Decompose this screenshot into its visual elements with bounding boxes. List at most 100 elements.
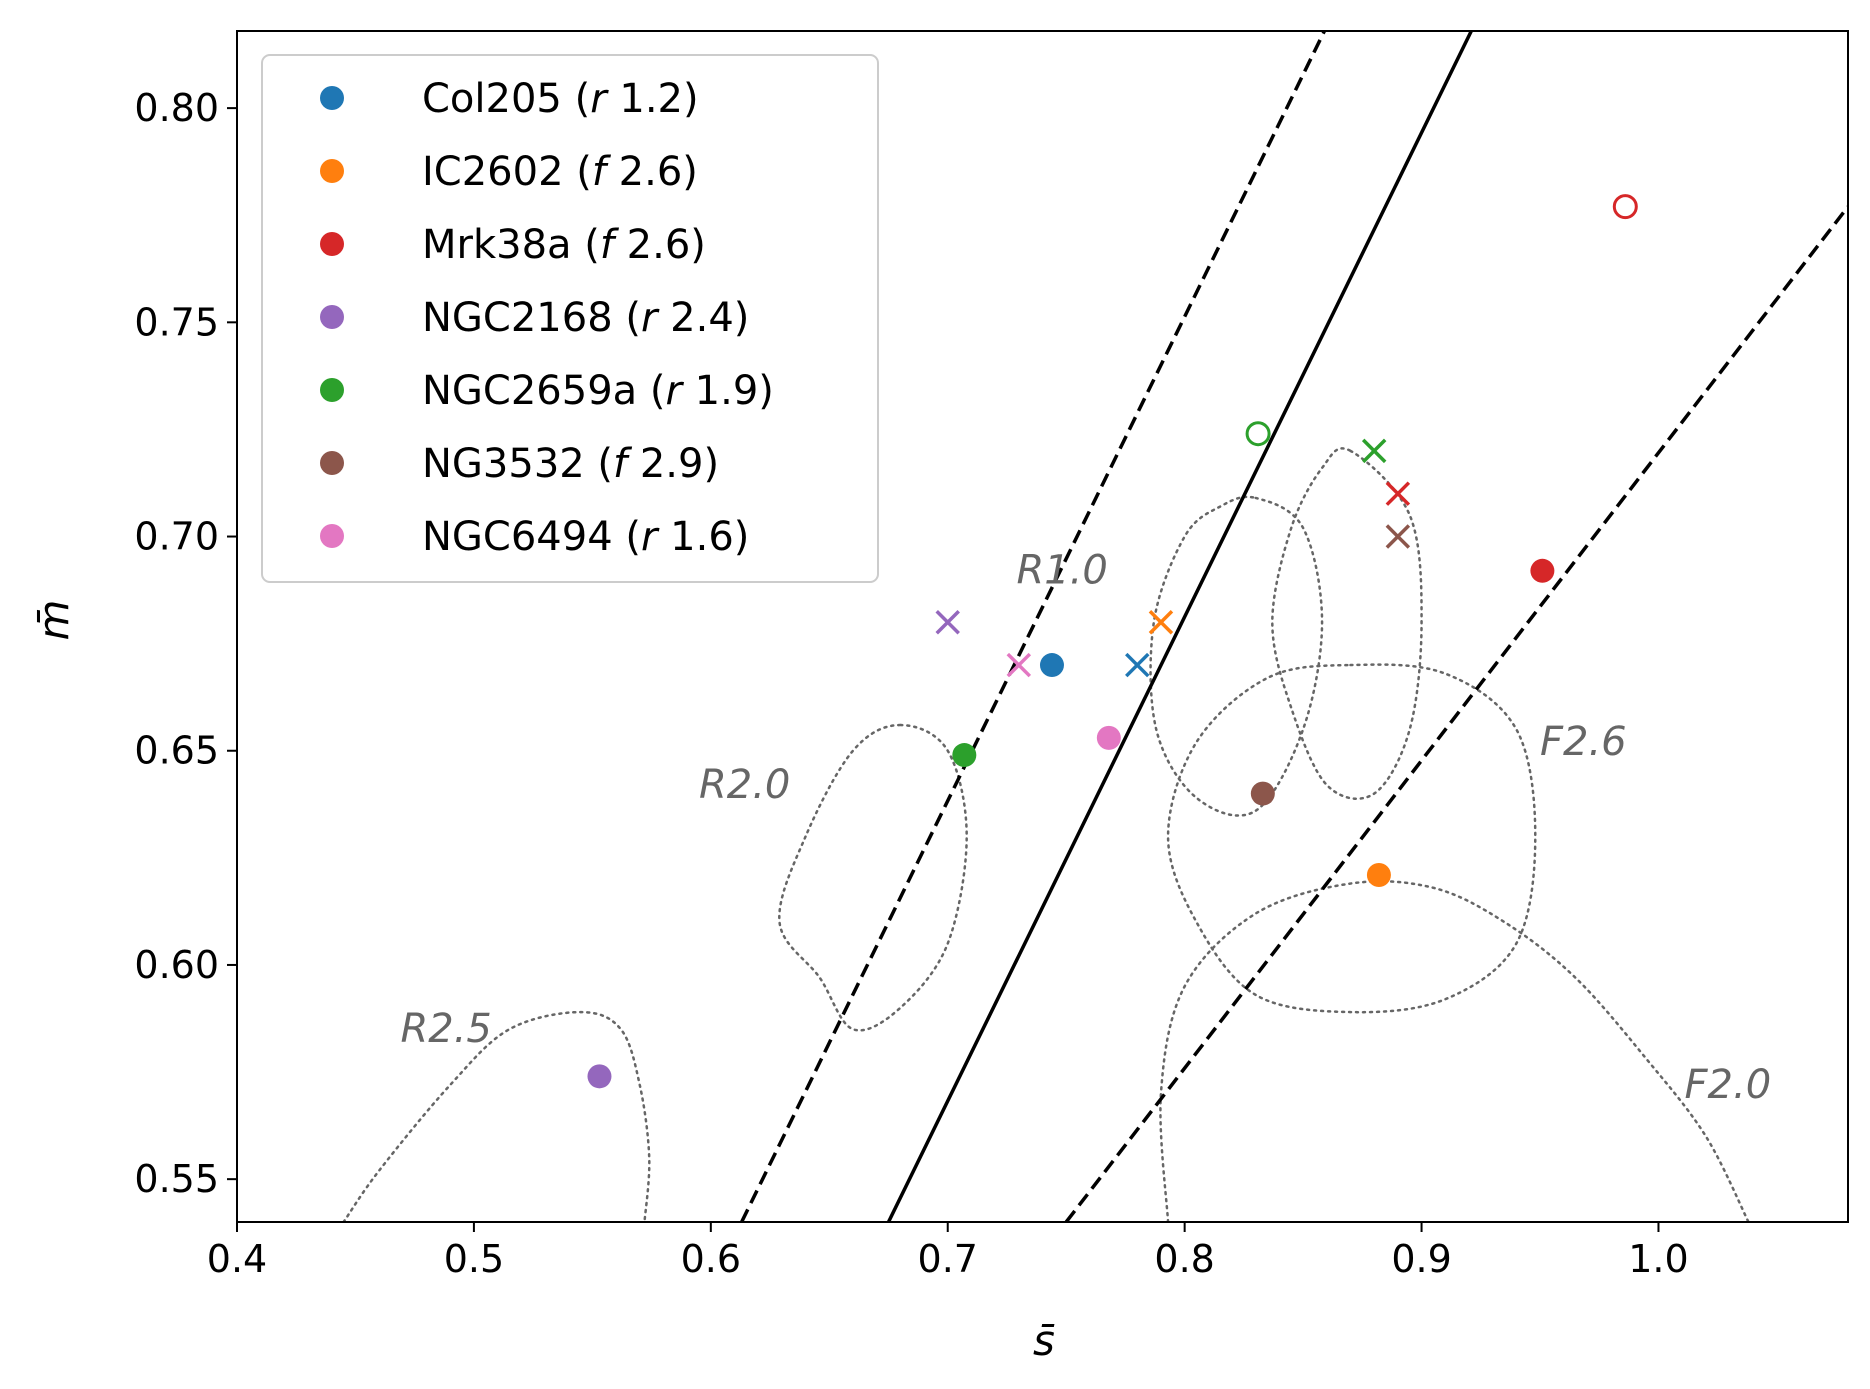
x-axis-ticks: 0.4 0.5 0.6 0.7 0.8 0.9 1.0 — [207, 1222, 1689, 1281]
y-axis-ticks: 0.55 0.60 0.65 0.70 0.75 0.80 — [134, 86, 237, 1201]
legend-series-kind: r — [590, 76, 609, 122]
cross-point-ng3532 — [1385, 524, 1411, 549]
legend-label-ng3532: NG3532 (f 2.9) — [422, 441, 719, 487]
point-col205 — [1039, 653, 1064, 678]
annotations-layer: R1.0 F2.6 R2.0 R2.5 F2.0 — [400, 548, 1771, 1108]
legend-open-paren: ( — [637, 368, 665, 414]
plot-area-frame — [236, 30, 1849, 1223]
x-tick-label: 0.4 — [207, 1237, 267, 1281]
legend-close-paren: ) — [758, 368, 774, 414]
x-tick-label: 0.7 — [918, 1237, 978, 1281]
cross-point-ngc6494 — [1006, 652, 1032, 678]
contour-f26 — [1166, 663, 1537, 1014]
legend-open-paren: ( — [585, 441, 613, 487]
legend-open-paren: ( — [564, 149, 592, 195]
y-tick-label: 0.70 — [134, 515, 219, 559]
legend-marker-ic2602 — [320, 159, 344, 183]
legend-box — [261, 54, 879, 583]
legend-series-kind: r — [665, 368, 684, 414]
legend-marker-ngc2168 — [320, 305, 344, 329]
legend-series-kind: r — [641, 514, 660, 560]
y-tick-label: 0.60 — [134, 943, 219, 987]
contour-r1-right — [1271, 447, 1423, 800]
x-tick-label: 0.9 — [1391, 1237, 1451, 1281]
legend-series-value: 2.6 — [614, 222, 690, 268]
lines-layer — [740, 31, 1848, 1222]
x-tick-label: 1.0 — [1628, 1237, 1688, 1281]
legend-series-value: 1.2 — [607, 76, 683, 122]
legend-series-kind: r — [641, 295, 660, 341]
point-ng3532 — [1250, 781, 1275, 806]
legend-close-paren: ) — [690, 222, 706, 268]
legend-marker-col205 — [320, 86, 344, 110]
lower-dashed-line — [1064, 205, 1848, 1222]
legend-label-mrk38a: Mrk38a (f 2.6) — [422, 222, 706, 268]
legend-series-name: Col205 — [422, 76, 562, 122]
y-tick-label: 0.75 — [134, 300, 219, 344]
x-tick-label: 0.6 — [681, 1237, 741, 1281]
cross-point-mrk38a — [1385, 481, 1411, 506]
legend-label-ngc6494: NGC6494 (r 1.6) — [422, 514, 749, 560]
annotation-f2-0: F2.0 — [1685, 1062, 1772, 1108]
contour-r1-left — [1149, 495, 1324, 817]
legend-label-ic2602: IC2602 (f 2.6) — [422, 149, 698, 195]
legend-series-value: 1.9 — [682, 368, 758, 414]
legend-marker-ng3532 — [320, 451, 344, 475]
open-point-ngc2659a — [1245, 421, 1271, 447]
legend-series-name: NGC2168 — [422, 295, 613, 341]
legend-label-ngc2168: NGC2168 (r 2.4) — [422, 295, 749, 341]
center-line — [886, 31, 1473, 1222]
cross-point-col205 — [1125, 652, 1150, 678]
y-axis-label: m̄ — [29, 600, 78, 641]
legend-series-value: 2.4 — [657, 295, 733, 341]
legend-series-name: NGC2659a — [422, 368, 637, 414]
contour-r20 — [778, 723, 968, 1032]
legend-series-value: 2.9 — [627, 441, 703, 487]
points-layer — [587, 194, 1638, 1089]
contour-r25 — [342, 1010, 651, 1222]
y-tick-label: 0.55 — [134, 1157, 219, 1201]
legend-close-paren: ) — [703, 441, 719, 487]
open-point-mrk38a — [1612, 194, 1638, 220]
legend-marker-mrk38a — [320, 232, 344, 256]
contour-f20 — [1159, 880, 1750, 1222]
legend-close-paren: ) — [682, 149, 698, 195]
legend-series-name: Mrk38a — [422, 222, 572, 268]
x-tick-label: 0.8 — [1154, 1237, 1214, 1281]
legend-label-col205: Col205 (r 1.2) — [422, 76, 699, 122]
point-mrk38a — [1530, 558, 1555, 583]
annotation-f2-6: F2.6 — [1540, 719, 1627, 765]
cross-point-ngc2659a — [1361, 438, 1387, 464]
upper-dashed-line — [740, 31, 1326, 1222]
legend-label-ngc2659a: NGC2659a (r 1.9) — [422, 368, 774, 414]
point-ngc2659a — [952, 743, 977, 768]
legend-open-paren: ( — [613, 295, 641, 341]
x-tick-label: 0.5 — [444, 1237, 504, 1281]
point-ngc2168 — [587, 1064, 612, 1089]
legend-series-value: 2.6 — [606, 149, 682, 195]
legend: Col205 (r 1.2)IC2602 (f 2.6)Mrk38a (f 2.… — [261, 54, 879, 583]
y-tick-label: 0.80 — [134, 86, 219, 130]
cross-point-ic2602 — [1148, 609, 1174, 635]
legend-open-paren: ( — [562, 76, 590, 122]
point-ngc6494 — [1096, 725, 1121, 750]
legend-open-paren: ( — [572, 222, 600, 268]
legend-series-name: NG3532 — [422, 441, 585, 487]
legend-marker-ngc2659a — [320, 378, 344, 402]
legend-series-value: 1.6 — [657, 514, 733, 560]
legend-series-name: IC2602 — [422, 149, 564, 195]
legend-close-paren: ) — [734, 295, 750, 341]
legend-series-name: NGC6494 — [422, 514, 613, 560]
x-axis-label: s̄ — [1033, 1316, 1055, 1365]
annotation-r1-0: R1.0 — [1016, 548, 1107, 594]
y-tick-label: 0.65 — [134, 729, 219, 773]
point-ic2602 — [1366, 862, 1391, 887]
legend-close-paren: ) — [734, 514, 750, 560]
legend-marker-ngc6494 — [320, 524, 344, 548]
annotation-r2-0: R2.0 — [699, 762, 790, 808]
cross-point-ngc2168 — [935, 609, 960, 635]
legend-open-paren: ( — [613, 514, 641, 560]
legend-close-paren: ) — [683, 76, 699, 122]
annotation-r2-5: R2.5 — [400, 1006, 491, 1052]
